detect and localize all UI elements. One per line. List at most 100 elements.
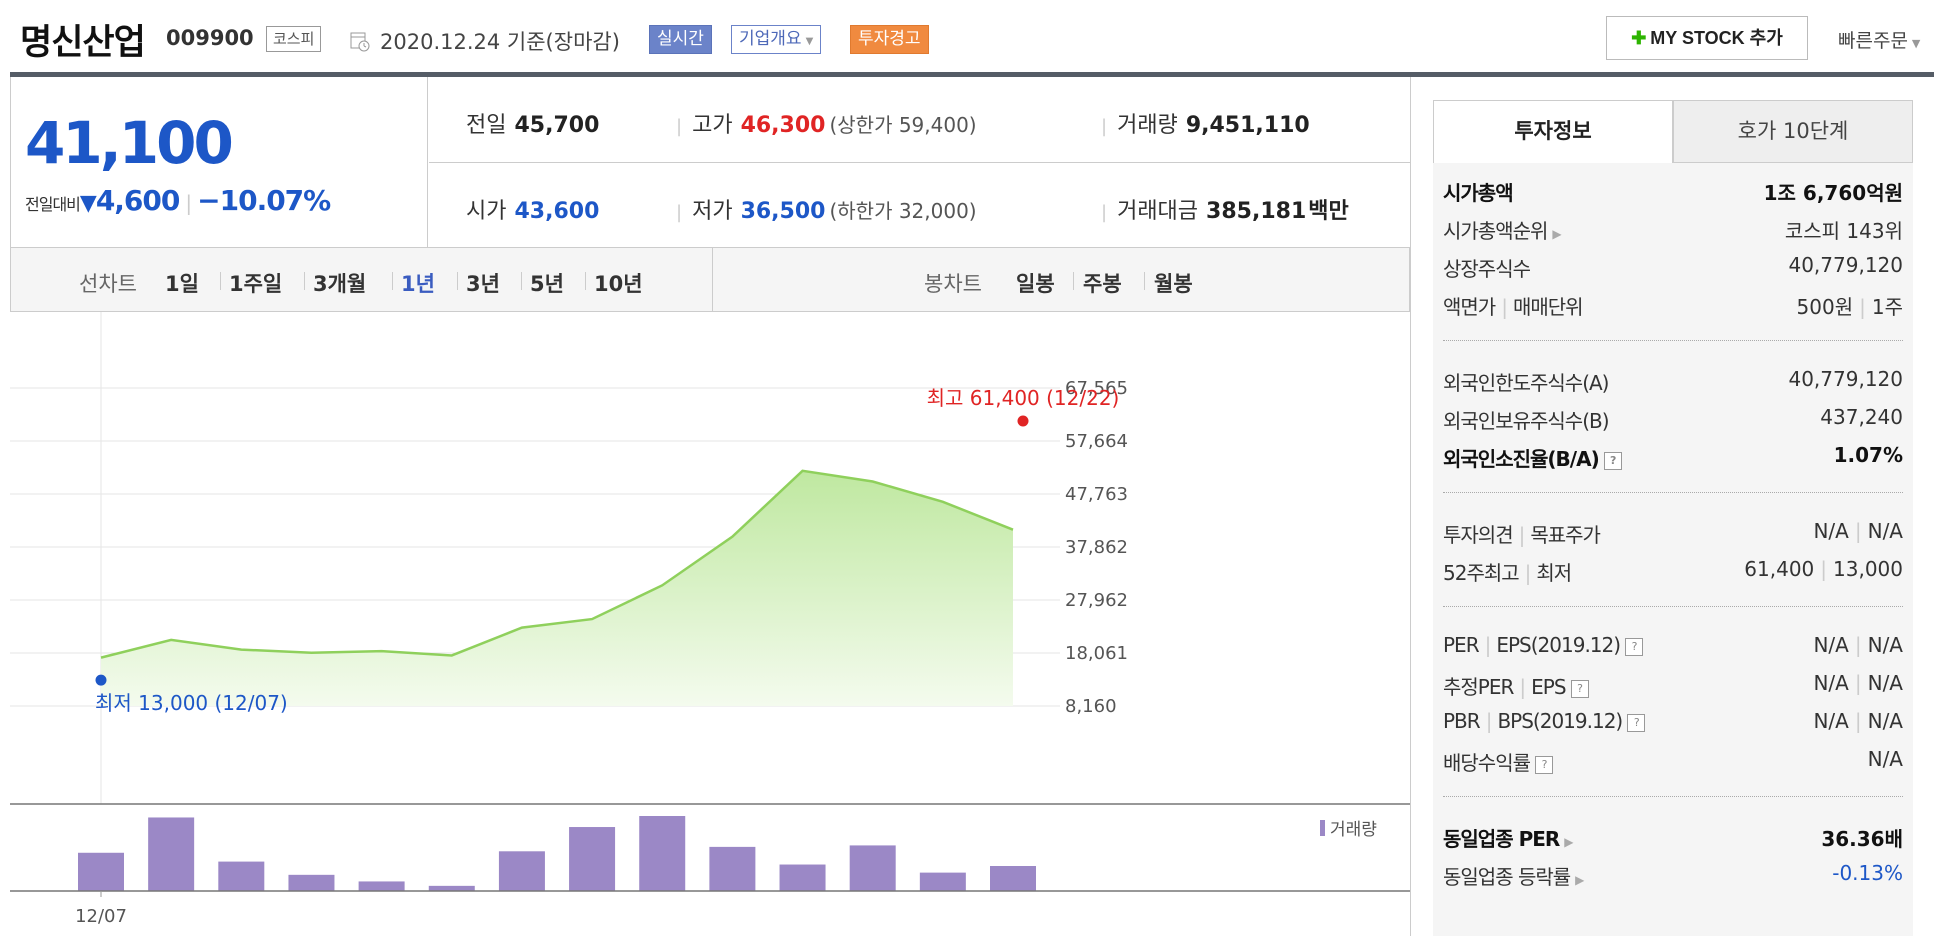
est-per-value: N/A bbox=[1813, 671, 1849, 695]
period-3m[interactable]: 3개월 bbox=[313, 272, 367, 296]
open-value: 43,600 bbox=[514, 199, 600, 224]
help-icon[interactable]: ? bbox=[1535, 756, 1553, 774]
company-info-label: 기업개요 bbox=[739, 29, 802, 49]
prev-close: 전일 45,700 bbox=[466, 107, 599, 139]
volume-legend-label: 거래량 bbox=[1330, 820, 1377, 840]
est-eps-value: N/A bbox=[1867, 671, 1903, 695]
min-annotation: 최저 13,000 (12/07) bbox=[95, 691, 288, 715]
candle-chart-label: 봉차트 bbox=[924, 272, 982, 296]
market-badge: 코스피 bbox=[266, 26, 322, 52]
max-annotation: 최고 61,400 (12/22) bbox=[927, 386, 1120, 410]
market-cap-value: 1조 6,760억원 bbox=[1764, 177, 1903, 206]
current-price-box: 41,100 전일대비▼4,600 | −10.07% bbox=[11, 77, 428, 247]
sector-per-row[interactable]: 동일업종 PER ▶ 36.36배 bbox=[1443, 823, 1903, 853]
divider: | bbox=[1101, 202, 1108, 223]
add-mystock-button[interactable]: ✚ MY STOCK 추가 bbox=[1606, 16, 1808, 60]
caret-right-icon: ▶ bbox=[1564, 835, 1573, 849]
investment-info-panel: 투자정보 호가 10단계 시가총액 1조 6,760억원 시가총액순위 ▶ 코스피… bbox=[1410, 77, 1944, 936]
divider: | bbox=[676, 202, 683, 223]
period-1y[interactable]: 1년 bbox=[401, 272, 435, 296]
help-icon[interactable]: ? bbox=[1603, 452, 1622, 470]
week52-low-label: 최저 bbox=[1536, 561, 1572, 585]
y-tick-label: 37,862 bbox=[1065, 537, 1128, 558]
cap-rank-value: 코스피 143위 bbox=[1784, 219, 1903, 243]
pbr-bps-row: PBR | BPS(2019.12)? N/A | N/A bbox=[1443, 709, 1903, 739]
candle-weekly[interactable]: 주봉 bbox=[1083, 272, 1122, 296]
help-icon[interactable]: ? bbox=[1570, 680, 1589, 698]
help-icon[interactable]: ? bbox=[1625, 638, 1644, 656]
foreign-rate-value: 1.07% bbox=[1833, 443, 1903, 467]
divider bbox=[521, 272, 522, 290]
divider: | bbox=[1859, 295, 1866, 319]
y-tick-label: 18,061 bbox=[1065, 643, 1128, 664]
foreign-hold-value: 437,240 bbox=[1820, 405, 1903, 429]
candle-monthly[interactable]: 월봉 bbox=[1154, 272, 1193, 296]
trade-amount-value: 385,181 bbox=[1206, 199, 1307, 224]
week52-high-value: 61,400 bbox=[1744, 557, 1815, 581]
period-3y[interactable]: 3년 bbox=[466, 272, 500, 296]
low-price: | 저가 36,500 (하한가 32,000) bbox=[676, 193, 977, 225]
per-eps-row: PER | EPS(2019.12)? N/A | N/A bbox=[1443, 633, 1903, 663]
par-unit-row: 액면가 | 매매단위 500원 | 1주 bbox=[1443, 291, 1903, 321]
divider: | bbox=[1484, 633, 1492, 657]
calendar-icon bbox=[350, 32, 370, 52]
divider bbox=[220, 272, 221, 290]
plus-icon: ✚ bbox=[1631, 28, 1647, 48]
tab-order-book[interactable]: 호가 10단계 bbox=[1673, 100, 1913, 163]
opinion-value: N/A bbox=[1813, 519, 1849, 543]
period-5y[interactable]: 5년 bbox=[530, 272, 564, 296]
price-line bbox=[100, 469, 1014, 659]
sector-per-value: 36.36배 bbox=[1821, 827, 1903, 851]
help-icon[interactable]: ? bbox=[1627, 714, 1646, 732]
line-chart-label: 선차트 bbox=[79, 272, 137, 296]
divider: | bbox=[1854, 519, 1862, 543]
high-label: 고가 bbox=[692, 113, 733, 138]
stock-header: 명신산업 009900 코스피 2020.12.24 기준(장마감) 실시간 기… bbox=[0, 0, 1944, 72]
caret-right-icon: ▶ bbox=[1552, 227, 1561, 241]
candle-daily[interactable]: 일봉 bbox=[1016, 272, 1055, 296]
info-table: 시가총액 1조 6,760억원 시가총액순위 ▶ 코스피 143위 상장주식수 4… bbox=[1433, 163, 1913, 936]
caret-right-icon: ▶ bbox=[1575, 873, 1584, 887]
foreign-limit-label: 외국인한도주식수(A) bbox=[1443, 371, 1609, 395]
est-per-row: 추정PER | EPS? N/A | N/A bbox=[1443, 671, 1903, 701]
x-tick-label: 12/07 bbox=[75, 906, 127, 927]
volume-bar bbox=[358, 881, 405, 891]
sector-rate-row[interactable]: 동일업종 등락률 ▶ -0.13% bbox=[1443, 861, 1903, 891]
price-area bbox=[101, 470, 1013, 706]
foreign-limit-row: 외국인한도주식수(A) 40,779,120 bbox=[1443, 367, 1903, 397]
low-label: 저가 bbox=[692, 199, 733, 224]
volume-value: 9,451,110 bbox=[1185, 113, 1310, 138]
cap-rank-label: 시가총액순위 bbox=[1443, 219, 1548, 243]
period-1w[interactable]: 1주일 bbox=[229, 272, 283, 296]
tab-investment-info[interactable]: 투자정보 bbox=[1433, 100, 1673, 163]
market-cap-trillion: 1조 bbox=[1763, 181, 1796, 205]
lower-limit: (하한가 32,000) bbox=[829, 199, 977, 223]
change-rate: −10.07% bbox=[197, 184, 331, 217]
quick-order-dropdown[interactable]: 빠른주문 ▼ bbox=[1838, 26, 1920, 53]
divider bbox=[304, 272, 305, 290]
opinion-label: 투자의견 bbox=[1443, 523, 1514, 547]
listed-shares-value: 40,779,120 bbox=[1788, 253, 1903, 277]
period-10y[interactable]: 10년 bbox=[594, 272, 643, 296]
realtime-button[interactable]: 실시간 bbox=[649, 25, 712, 54]
foreign-rate-label: 외국인소진율(B/A) bbox=[1443, 447, 1600, 471]
volume-bar bbox=[218, 861, 265, 891]
week52-high-label: 52주최고 bbox=[1443, 561, 1520, 585]
market-cap-label: 시가총액 bbox=[1443, 181, 1514, 205]
foreign-rate-row: 외국인소진율(B/A)? 1.07% bbox=[1443, 443, 1903, 473]
row-divider bbox=[429, 162, 1411, 163]
price-chart-svg: 67,565 57,664 47,763 37,862 27,962 18,061 8,16… bbox=[10, 312, 1410, 927]
period-1d[interactable]: 1일 bbox=[165, 272, 199, 296]
market-cap-row: 시가총액 1조 6,760억원 bbox=[1443, 177, 1903, 207]
down-triangle-icon: ▼ bbox=[79, 191, 97, 216]
y-tick-label: 47,763 bbox=[1065, 484, 1128, 505]
foreign-hold-row: 외국인보유주식수(B) 437,240 bbox=[1443, 405, 1903, 435]
cap-rank-row[interactable]: 시가총액순위 ▶ 코스피 143위 bbox=[1443, 215, 1903, 245]
company-name: 명신산업 bbox=[20, 23, 146, 63]
company-info-dropdown[interactable]: 기업개요 ▼ bbox=[731, 25, 822, 54]
trade-amount-label: 거래대금 bbox=[1117, 199, 1199, 224]
eps-label: EPS(2019.12) bbox=[1496, 633, 1621, 657]
week52-row: 52주최고 | 최저 61,400 | 13,000 bbox=[1443, 557, 1903, 587]
volume-bar bbox=[639, 816, 686, 891]
sector-rate-value: -0.13% bbox=[1832, 861, 1903, 885]
